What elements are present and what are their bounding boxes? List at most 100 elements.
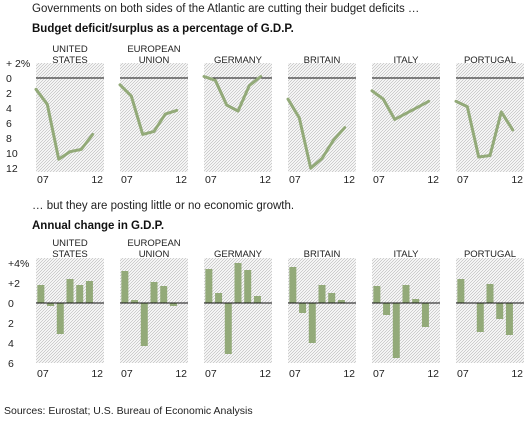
x-tick-label: 07	[373, 174, 385, 186]
x-tick-label: 12	[343, 174, 355, 186]
y-tick-label: 8	[6, 133, 12, 145]
gdp-chart-group: +4% +2 0 2 4 6 UNITED STATES 07 12 EUROPEAN UNION 07…	[8, 238, 524, 380]
series-line	[454, 99, 515, 159]
y-tick-label: +4%	[8, 258, 29, 270]
panel-title: UNITED STATES	[52, 44, 88, 66]
x-tick-label: 12	[427, 174, 439, 186]
panel-title: GERMANY	[214, 55, 263, 66]
bar	[56, 303, 64, 334]
bar	[308, 303, 316, 343]
x-tick-label: 12	[91, 368, 103, 380]
bar	[37, 285, 45, 303]
x-tick-label: 12	[259, 174, 271, 186]
x-tick-label: 12	[91, 174, 103, 186]
bar	[383, 303, 391, 315]
panel-portugal: PORTUGAL 07 12	[456, 249, 524, 380]
panel-britain: BRITAIN 07 12	[288, 249, 356, 380]
x-tick-label: 07	[205, 368, 217, 380]
bar	[160, 286, 168, 303]
bar	[486, 284, 494, 303]
panel-portugal: PORTUGAL 07 12	[454, 55, 524, 186]
bar	[169, 303, 177, 306]
y-tick-label: + 2%	[6, 58, 30, 70]
x-tick-label: 07	[121, 174, 133, 186]
gdp-section-title: Annual change in G.D.P.	[32, 220, 165, 232]
panel-italy: ITALY 07 12	[370, 55, 440, 186]
x-tick-label: 12	[175, 174, 187, 186]
x-tick-label: 07	[289, 174, 301, 186]
x-tick-label: 12	[427, 368, 439, 380]
bar	[253, 296, 261, 303]
intro-top-text: Governments on both sides of the Atlanti…	[32, 3, 420, 15]
y-tick-label: 4	[6, 103, 12, 115]
intro-bottom-text: … but they are posting little or no econ…	[32, 200, 295, 212]
x-tick-label: 12	[175, 368, 187, 380]
panel-title: GERMANY	[214, 249, 263, 260]
panel-background	[36, 63, 104, 172]
bar	[150, 282, 158, 303]
series-line	[370, 89, 431, 121]
series-line	[202, 75, 263, 113]
y-tick-label: 4	[8, 338, 14, 350]
y-tick-label: +2	[8, 278, 20, 290]
source-note: Sources: Eurostat; U.S. Bureau of Econom…	[4, 405, 253, 417]
bar	[121, 271, 129, 303]
bar	[76, 285, 84, 303]
bar	[66, 279, 74, 303]
x-tick-label: 07	[205, 174, 217, 186]
bar	[392, 303, 400, 358]
x-tick-label: 12	[511, 174, 523, 186]
panel-title: ITALY	[394, 55, 420, 66]
panel-title: BRITAIN	[304, 249, 341, 260]
bar	[373, 286, 381, 303]
bar	[318, 285, 326, 303]
x-tick-label: 12	[343, 368, 355, 380]
x-tick-label: 07	[457, 174, 469, 186]
bar	[337, 300, 345, 303]
y-tick-label: 2	[8, 318, 14, 330]
panel-title-line2: STATES	[52, 55, 88, 66]
series-line	[34, 87, 95, 161]
bar	[234, 263, 242, 303]
bar	[205, 269, 213, 303]
bar	[131, 300, 139, 303]
x-tick-label: 07	[289, 368, 301, 380]
panel-background	[372, 63, 440, 172]
bar	[496, 303, 504, 319]
bar	[215, 293, 223, 303]
panel-title: ITALY	[394, 249, 420, 260]
x-tick-label: 12	[259, 368, 271, 380]
bar	[244, 270, 252, 303]
x-tick-label: 07	[457, 368, 469, 380]
x-tick-label: 07	[121, 368, 133, 380]
bar	[328, 293, 336, 303]
panel-germany: GERMANY 07 12	[202, 55, 272, 186]
bar	[47, 303, 55, 306]
panel-italy: ITALY 07 12	[372, 249, 440, 380]
y-tick-label: 10	[6, 148, 18, 160]
bar	[402, 285, 410, 303]
panel-britain: BRITAIN 07 12	[286, 55, 356, 186]
x-tick-label: 07	[37, 368, 49, 380]
panel-european-union: EUROPEAN UNION 07 12	[118, 44, 188, 186]
bar	[85, 281, 93, 303]
panel-background	[120, 63, 188, 172]
panel-title: PORTUGAL	[464, 249, 516, 260]
panel-background	[456, 258, 524, 363]
bar	[457, 279, 465, 303]
bar	[299, 303, 307, 313]
budget-section-title: Budget deficit/surplus as a percentage o…	[32, 23, 294, 35]
panel-background	[372, 258, 440, 363]
y-tick-label: 0	[8, 298, 14, 310]
panel-title-line2: STATES	[52, 249, 88, 260]
x-tick-label: 07	[37, 174, 49, 186]
panel-european-union: EUROPEAN UNION 07 12	[120, 238, 188, 380]
x-tick-label: 12	[511, 368, 523, 380]
panel-background	[288, 258, 356, 363]
y-tick-label: 6	[8, 358, 14, 370]
series-line	[286, 97, 347, 170]
panel-united-states: UNITED STATES 07 12	[34, 44, 104, 186]
panel-title-line2: UNION	[139, 249, 170, 260]
